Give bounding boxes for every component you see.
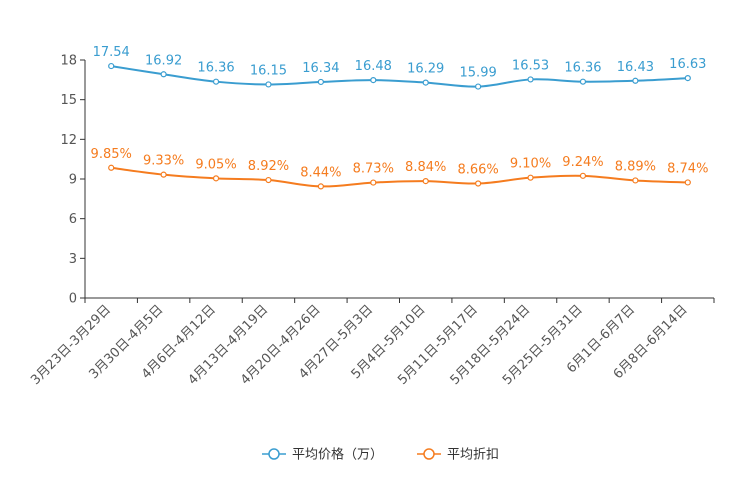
legend-marker-icon xyxy=(268,448,280,460)
legend-item-2[interactable]: 平均折扣 xyxy=(417,448,499,463)
data-point[interactable] xyxy=(579,78,587,85)
legend-label: 平均价格（万） xyxy=(292,447,383,463)
series-2: 9.85% 9.33% 9.05% 8.92% 8.44% 8.73% 8.84% 8.66%… xyxy=(91,147,708,190)
data-label: 16.53 xyxy=(512,58,549,73)
data-point[interactable] xyxy=(632,177,639,184)
data-label: 8.66% xyxy=(457,162,498,177)
data-point[interactable] xyxy=(160,171,167,178)
data-label: 8.44% xyxy=(300,165,341,180)
y-tick-label: 18 xyxy=(60,54,77,69)
data-point[interactable] xyxy=(632,77,639,84)
data-point[interactable] xyxy=(317,78,324,86)
data-point[interactable] xyxy=(108,62,115,70)
series-line xyxy=(111,65,688,88)
legend-item-1[interactable]: 平均价格（万） xyxy=(262,447,383,463)
legend[interactable]: 平均价格（万） 平均折扣 xyxy=(262,447,499,463)
series-line xyxy=(111,166,688,188)
data-point[interactable] xyxy=(475,180,482,187)
legend-label: 平均折扣 xyxy=(447,448,499,463)
data-point[interactable] xyxy=(265,176,272,184)
data-point[interactable] xyxy=(212,78,220,85)
data-label: 16.92 xyxy=(145,53,182,68)
y-tick-label: 12 xyxy=(60,133,77,148)
legend-marker-icon xyxy=(423,448,435,460)
data-point[interactable] xyxy=(475,83,482,90)
data-label: 8.84% xyxy=(405,160,446,175)
data-point[interactable] xyxy=(160,71,167,78)
data-label: 16.48 xyxy=(355,59,392,74)
series-1: 17.54 16.92 16.36 16.15 16.34 16.48 16.29 15.99… xyxy=(93,45,706,90)
data-point[interactable] xyxy=(370,179,377,186)
data-label: 16.29 xyxy=(407,62,444,77)
data-label: 9.24% xyxy=(562,155,603,170)
data-label: 8.89% xyxy=(615,159,656,174)
data-point[interactable] xyxy=(422,79,429,86)
data-label: 16.34 xyxy=(302,61,339,76)
data-label: 8.92% xyxy=(248,159,289,174)
x-axis: 3月23日-3月29日3月30日-4月5日4月6日-4月12日4月13日-4月1… xyxy=(28,297,715,388)
data-point[interactable] xyxy=(684,179,691,186)
y-axis: 0 3 6 9 12 15 18 xyxy=(60,54,86,307)
data-label: 9.05% xyxy=(195,157,236,172)
data-label: 16.36 xyxy=(197,61,234,76)
y-tick-label: 15 xyxy=(60,93,77,108)
data-point[interactable] xyxy=(108,164,115,171)
data-label: 9.33% xyxy=(143,154,184,169)
data-point[interactable] xyxy=(265,81,272,88)
data-point[interactable] xyxy=(527,174,534,181)
data-label: 15.99 xyxy=(460,66,497,81)
data-point[interactable] xyxy=(212,175,220,182)
data-point[interactable] xyxy=(422,178,429,185)
data-label: 16.63 xyxy=(669,57,706,72)
y-tick-label: 6 xyxy=(69,212,77,227)
data-label: 16.43 xyxy=(617,60,654,75)
data-label: 16.15 xyxy=(250,63,287,78)
series-layer: 17.54 16.92 16.36 16.15 16.34 16.48 16.29 15.99… xyxy=(91,45,708,190)
data-label: 8.73% xyxy=(353,162,394,177)
data-label: 9.10% xyxy=(510,157,551,172)
data-label: 17.54 xyxy=(93,45,130,60)
data-label: 9.85% xyxy=(91,147,132,162)
data-label: 8.74% xyxy=(667,161,708,176)
data-point[interactable] xyxy=(370,76,377,84)
data-point[interactable] xyxy=(527,76,534,83)
data-point[interactable] xyxy=(579,172,587,179)
data-point[interactable] xyxy=(317,183,324,190)
data-label: 16.36 xyxy=(564,61,601,76)
y-tick-label: 3 xyxy=(69,252,77,267)
y-tick-label: 9 xyxy=(69,173,77,188)
y-tick-label: 0 xyxy=(69,292,77,307)
data-point[interactable] xyxy=(684,75,691,82)
